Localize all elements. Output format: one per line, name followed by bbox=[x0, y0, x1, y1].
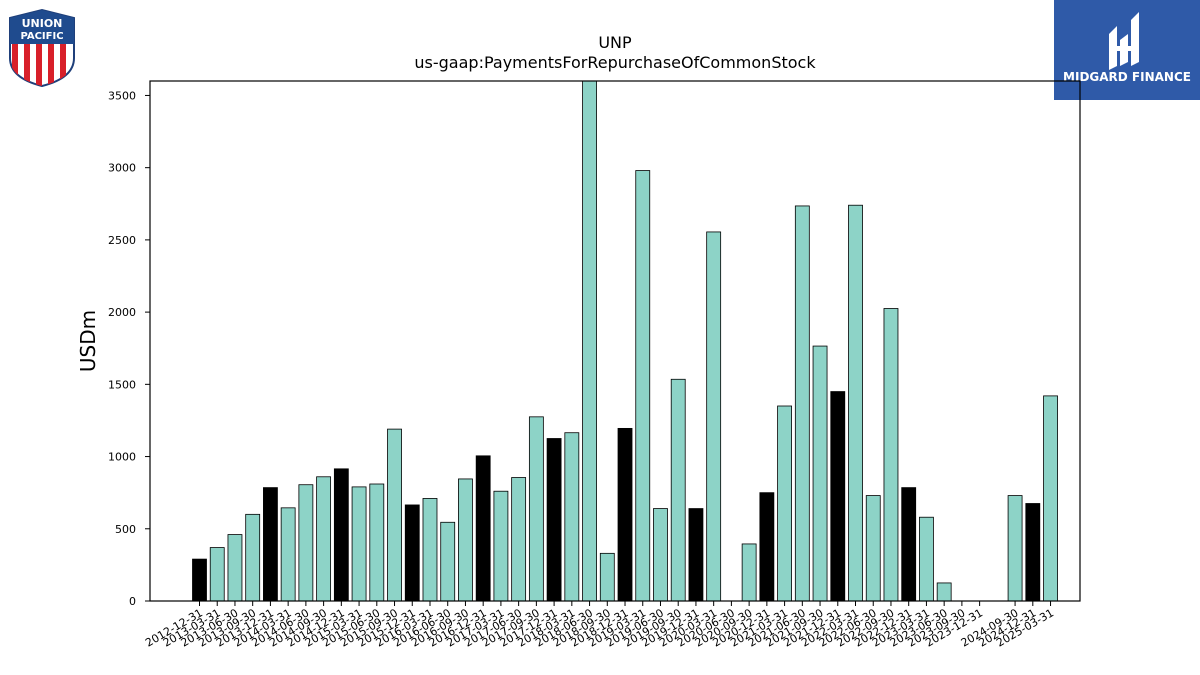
y-tick-label: 0 bbox=[129, 595, 136, 608]
bar-2020-09-30 bbox=[741, 543, 757, 602]
logo-line-union: UNION bbox=[22, 17, 63, 30]
bar-2015-12-31 bbox=[404, 504, 420, 602]
bar-2024-09-30 bbox=[1007, 495, 1023, 602]
bar-2019-03-31 bbox=[635, 170, 651, 602]
y-tick-label: 1000 bbox=[108, 451, 136, 464]
y-tick-label: 3000 bbox=[108, 162, 136, 175]
bar-2021-09-30 bbox=[812, 345, 828, 602]
x-ticks-group: 2012-12-312013-03-312013-06-302013-09-30… bbox=[143, 601, 1056, 650]
bar-2013-09-30 bbox=[245, 513, 261, 602]
bar-2016-12-31 bbox=[475, 455, 491, 602]
midgard-finance-logo: MIDGARD FINANCE bbox=[1054, 0, 1200, 100]
y-tick-label: 1500 bbox=[108, 378, 136, 391]
bar-2019-06-30 bbox=[653, 508, 668, 602]
bar-2015-03-31 bbox=[351, 486, 367, 602]
plot-frame bbox=[149, 80, 1081, 602]
bar-2012-12-31 bbox=[192, 558, 207, 602]
logo-name: MIDGARD FINANCE bbox=[1063, 70, 1191, 84]
y-tick-label: 3500 bbox=[108, 89, 136, 102]
bar-2016-06-30 bbox=[440, 521, 456, 602]
logo-line-pacific: PACIFIC bbox=[20, 31, 63, 42]
bar-2020-03-31 bbox=[706, 231, 722, 602]
bar-2022-12-31 bbox=[901, 487, 917, 602]
bar-2024-12-31 bbox=[1025, 503, 1041, 602]
bar-2017-09-30 bbox=[528, 416, 544, 602]
union-pacific-logo: UNION PACIFIC bbox=[9, 8, 75, 88]
bar-2014-12-31 bbox=[333, 468, 349, 602]
chart-subtitle: us-gaap:PaymentsForRepurchaseOfCommonSto… bbox=[414, 53, 816, 72]
bar-2018-09-30 bbox=[599, 552, 615, 602]
bar-2022-09-30 bbox=[883, 308, 899, 602]
bar-2016-09-30 bbox=[458, 478, 473, 602]
bar-2013-03-31 bbox=[209, 547, 225, 602]
bar-2021-03-31 bbox=[777, 405, 792, 602]
bar-2017-03-31 bbox=[493, 490, 509, 602]
y-axis-label: USDm bbox=[76, 310, 100, 372]
bar-2019-12-31 bbox=[688, 508, 704, 602]
y-tick-label: 2000 bbox=[108, 306, 136, 319]
bar-2025-03-31 bbox=[1043, 395, 1058, 602]
bar-2017-06-30 bbox=[511, 477, 527, 602]
bar-2023-03-31 bbox=[919, 516, 934, 602]
bars-group bbox=[192, 80, 1058, 602]
bar-2023-06-30 bbox=[936, 582, 952, 602]
bar-2015-09-30 bbox=[387, 428, 402, 602]
y-ticks-group: 0 500 1000 1500 2000 2500 3000 3500 bbox=[108, 89, 150, 608]
bar-2015-06-30 bbox=[369, 483, 385, 602]
bar-2019-09-30 bbox=[670, 378, 686, 602]
bar-2021-06-30 bbox=[794, 205, 810, 602]
bar-2022-03-31 bbox=[848, 204, 863, 602]
bar-2014-03-31 bbox=[280, 507, 296, 602]
bar-2020-12-31 bbox=[759, 492, 775, 602]
bar-2013-06-30 bbox=[227, 534, 243, 602]
bar-2018-03-31 bbox=[564, 432, 580, 602]
bar-2016-03-31 bbox=[422, 498, 438, 602]
y-tick-label: 500 bbox=[115, 523, 136, 536]
bar-2021-12-31 bbox=[830, 391, 846, 602]
bar-2018-06-30 bbox=[582, 80, 597, 602]
y-tick-label: 2500 bbox=[108, 234, 136, 247]
bar-2017-12-31 bbox=[546, 438, 562, 602]
bar-2014-06-30 bbox=[298, 484, 314, 602]
chart-title: UNP bbox=[598, 33, 632, 52]
midgard-mark-icon bbox=[1109, 12, 1139, 70]
bar-2014-09-30 bbox=[316, 476, 332, 602]
bar-2022-06-30 bbox=[865, 495, 881, 602]
bar-2018-12-31 bbox=[617, 427, 633, 602]
bar-2013-12-31 bbox=[263, 487, 278, 602]
